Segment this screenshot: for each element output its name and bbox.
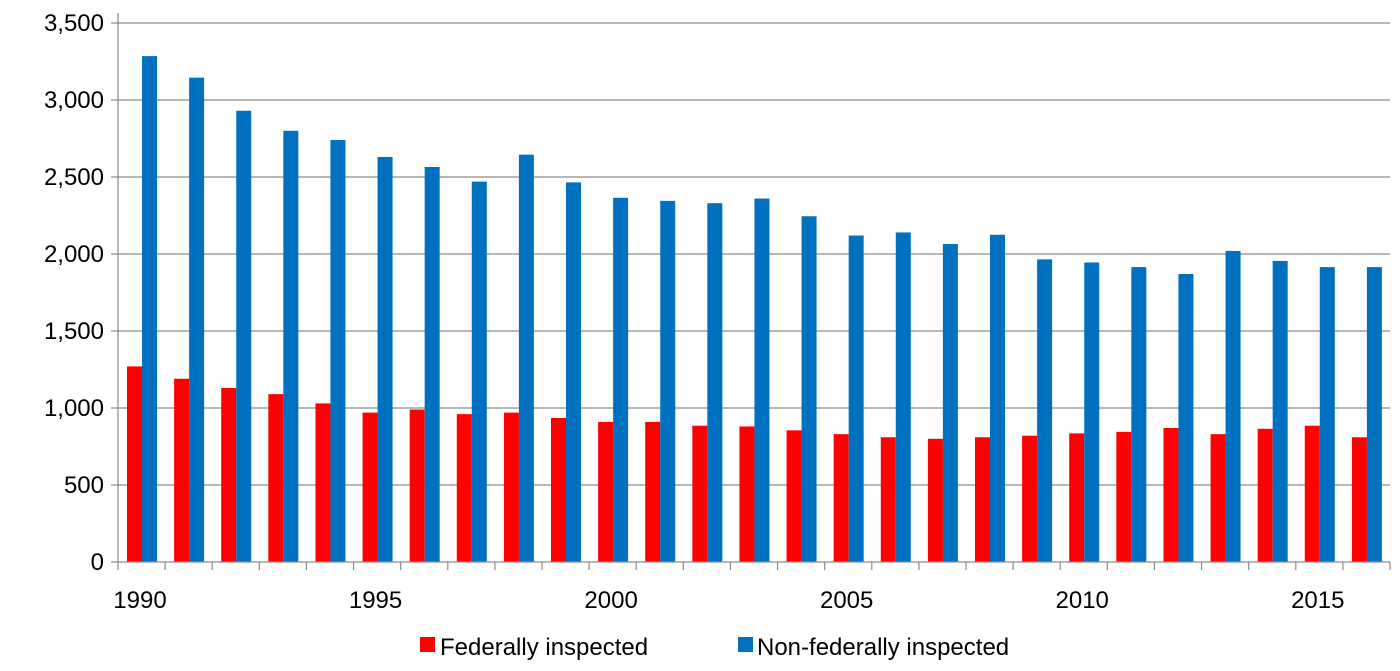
bar-federally-inspected <box>1116 431 1132 562</box>
bar-non-federally-inspected <box>283 130 299 563</box>
bar-non-federally-inspected <box>754 198 770 562</box>
bar-non-federally-inspected <box>1131 267 1147 562</box>
bar-non-federally-inspected <box>707 203 723 562</box>
legend-label-federally-inspected: Federally inspected <box>440 634 648 661</box>
bar-non-federally-inspected <box>471 181 487 562</box>
bar-federally-inspected <box>551 418 566 562</box>
bar-non-federally-inspected <box>848 235 864 562</box>
y-tick-label: 1,500 <box>44 318 104 345</box>
bar-federally-inspected <box>975 437 990 562</box>
y-tick-label: 1,000 <box>44 395 104 422</box>
axes <box>111 13 1391 570</box>
y-tick-label: 3,500 <box>44 10 104 37</box>
bar-federally-inspected <box>880 437 896 562</box>
bar-federally-inspected <box>1163 428 1179 562</box>
bars <box>127 56 1382 563</box>
bar-non-federally-inspected <box>1037 259 1053 562</box>
bar-non-federally-inspected <box>1272 260 1288 562</box>
bar-federally-inspected <box>362 412 378 562</box>
y-tick-label: 3,000 <box>44 87 104 114</box>
bar-non-federally-inspected <box>1084 262 1100 562</box>
bar-federally-inspected <box>1210 434 1226 562</box>
bar-federally-inspected <box>598 421 614 562</box>
bar-non-federally-inspected <box>895 232 911 562</box>
bar-non-federally-inspected <box>142 56 157 563</box>
bar-non-federally-inspected <box>424 166 440 563</box>
bar-non-federally-inspected <box>377 156 393 563</box>
x-tick-label: 1990 <box>113 587 166 614</box>
bar-non-federally-inspected <box>1178 274 1194 562</box>
y-tick-label: 2,000 <box>44 241 104 268</box>
x-tick-label: 2000 <box>584 587 637 614</box>
x-tick-label: 2005 <box>820 587 873 614</box>
bar-non-federally-inspected <box>1225 250 1241 563</box>
bar-federally-inspected <box>739 426 755 562</box>
bar-federally-inspected <box>127 366 142 562</box>
bar-federally-inspected <box>927 438 943 562</box>
bar-federally-inspected <box>1069 433 1085 562</box>
bar-non-federally-inspected <box>236 110 252 562</box>
bar-federally-inspected <box>833 434 849 562</box>
y-tick-label: 500 <box>64 472 104 499</box>
bar-federally-inspected <box>645 421 661 562</box>
legend-swatch-non-federally-inspected <box>738 637 753 652</box>
bar-non-federally-inspected <box>613 197 629 563</box>
bar-federally-inspected <box>1257 428 1273 562</box>
legend: Federally inspected Non-federally inspect… <box>420 634 1009 661</box>
legend-label-non-federally-inspected: Non-federally inspected <box>757 634 1009 661</box>
x-tick-labels: 1990 1995 2000 2005 2010 2015 <box>113 587 1344 614</box>
bar-non-federally-inspected <box>1319 267 1335 562</box>
x-tick-label: 2015 <box>1291 587 1344 614</box>
bar-federally-inspected <box>409 409 425 562</box>
bar-federally-inspected <box>786 430 802 562</box>
x-tick-label: 2010 <box>1056 587 1109 614</box>
gridlines <box>118 22 1390 486</box>
bar-non-federally-inspected <box>330 140 346 563</box>
x-tick-label: 1995 <box>349 587 402 614</box>
bar-non-federally-inspected <box>660 200 676 562</box>
bar-federally-inspected <box>692 425 708 562</box>
y-tick-label: 2,500 <box>44 164 104 191</box>
bar-non-federally-inspected <box>801 216 817 562</box>
bar-federally-inspected <box>503 412 519 562</box>
bar-federally-inspected <box>174 378 190 562</box>
bar-federally-inspected <box>1304 425 1320 562</box>
bar-non-federally-inspected <box>990 234 1005 562</box>
bar-federally-inspected <box>1022 435 1038 562</box>
y-tick-labels: 0 500 1,000 1,500 2,000 2,500 3,000 3,500 <box>44 10 104 576</box>
bar-non-federally-inspected <box>518 154 534 563</box>
y-tick-label: 0 <box>91 549 104 576</box>
bar-federally-inspected <box>268 394 284 562</box>
bar-federally-inspected <box>221 387 237 562</box>
bar-federally-inspected <box>315 403 331 562</box>
legend-swatch-federally-inspected <box>420 637 435 652</box>
bar-non-federally-inspected <box>566 182 581 562</box>
bar-non-federally-inspected <box>189 77 205 563</box>
bar-non-federally-inspected <box>1366 267 1382 562</box>
bar-federally-inspected <box>456 414 472 562</box>
bar-non-federally-inspected <box>942 243 958 563</box>
bar-federally-inspected <box>1351 437 1367 562</box>
